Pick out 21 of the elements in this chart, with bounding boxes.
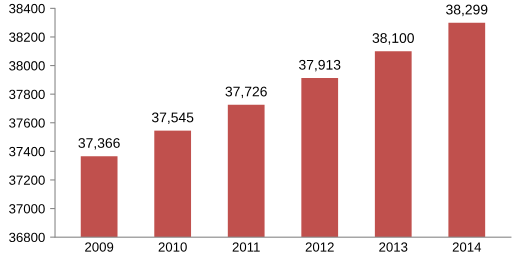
x-tick-label: 2014 xyxy=(452,242,482,252)
x-tick-label: 2013 xyxy=(379,242,408,252)
data-label: 37,366 xyxy=(78,138,120,150)
y-tick-label: 38400 xyxy=(9,4,45,14)
y-tick-label: 37200 xyxy=(9,176,45,185)
data-label: 38,100 xyxy=(372,33,414,45)
x-tick-label: 2011 xyxy=(232,242,260,252)
x-tick-label: 2010 xyxy=(158,242,187,252)
y-tick-label: 38000 xyxy=(9,61,45,70)
y-tick-label: 37400 xyxy=(9,146,45,156)
data-label: 37,545 xyxy=(152,112,194,124)
y-tick-label: 37600 xyxy=(9,118,45,128)
y-tick-label: 37800 xyxy=(9,90,45,100)
y-tick-label: 36800 xyxy=(9,232,45,242)
data-label: 37,726 xyxy=(225,86,267,98)
y-tick-label: 37000 xyxy=(9,204,45,214)
y-tick-label: 38200 xyxy=(9,32,45,42)
data-label: 37,913 xyxy=(299,60,340,72)
data-label: 38,299 xyxy=(446,4,488,16)
x-tick-label: 2009 xyxy=(85,242,114,252)
x-tick-label: 2012 xyxy=(306,242,334,252)
